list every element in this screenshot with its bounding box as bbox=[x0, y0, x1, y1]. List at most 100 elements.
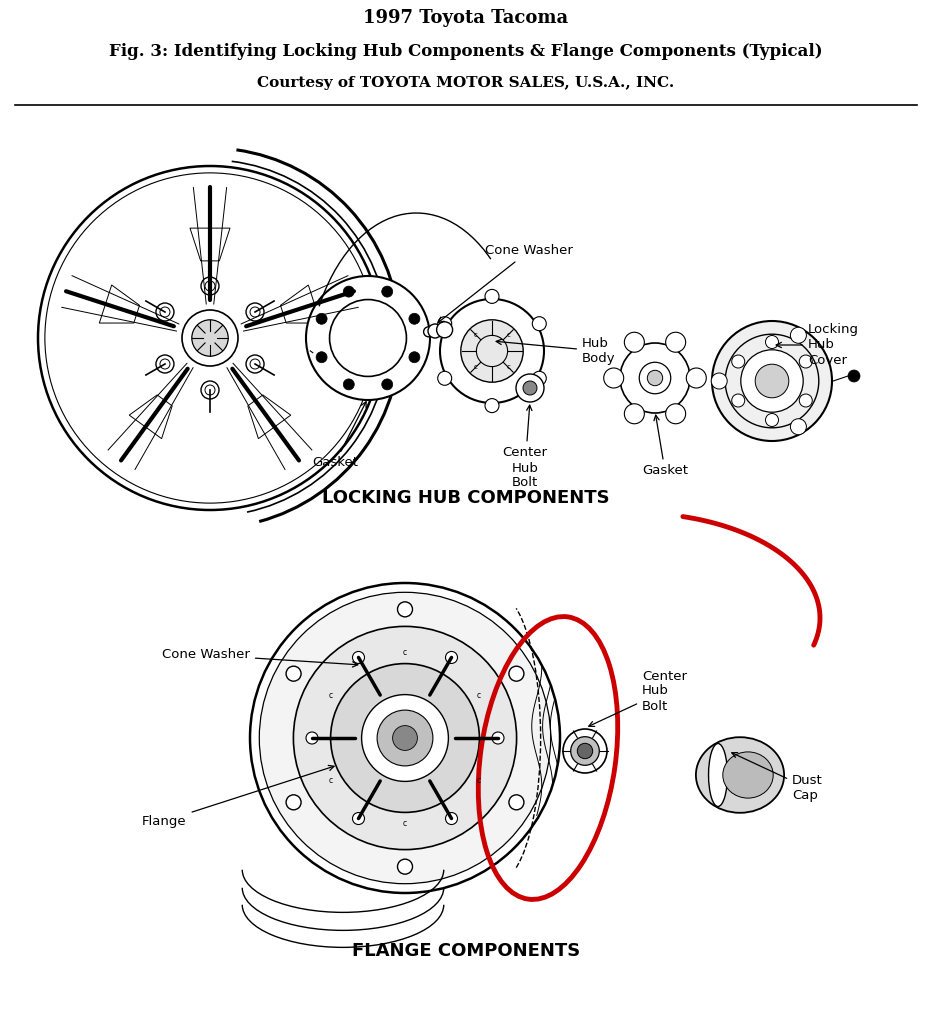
Circle shape bbox=[624, 332, 644, 352]
Text: LOCKING HUB COMPONENTS: LOCKING HUB COMPONENTS bbox=[322, 489, 610, 507]
Circle shape bbox=[294, 626, 516, 849]
Circle shape bbox=[352, 652, 364, 664]
Circle shape bbox=[765, 336, 778, 349]
Circle shape bbox=[316, 313, 327, 324]
Circle shape bbox=[409, 313, 420, 324]
Circle shape bbox=[182, 310, 238, 366]
Text: c: c bbox=[473, 331, 478, 338]
Circle shape bbox=[259, 592, 551, 884]
Circle shape bbox=[428, 324, 442, 338]
Circle shape bbox=[382, 379, 392, 390]
Circle shape bbox=[755, 364, 788, 398]
Circle shape bbox=[382, 286, 392, 297]
Text: Center
Hub
Bolt: Center Hub Bolt bbox=[502, 405, 547, 489]
Text: Fig. 3: Identifying Locking Hub Components & Flange Components (Typical): Fig. 3: Identifying Locking Hub Componen… bbox=[109, 44, 823, 60]
Text: c: c bbox=[473, 364, 478, 370]
Circle shape bbox=[563, 729, 607, 773]
Circle shape bbox=[192, 320, 228, 356]
Circle shape bbox=[438, 317, 452, 330]
Circle shape bbox=[409, 352, 420, 363]
Text: c: c bbox=[329, 776, 334, 785]
Text: 1997 Toyota Tacoma: 1997 Toyota Tacoma bbox=[363, 9, 569, 27]
Circle shape bbox=[398, 602, 413, 617]
Circle shape bbox=[732, 394, 745, 407]
Circle shape bbox=[445, 652, 458, 664]
Text: Courtesy of TOYOTA MOTOR SALES, U.S.A., INC.: Courtesy of TOYOTA MOTOR SALES, U.S.A., … bbox=[257, 76, 675, 90]
Circle shape bbox=[246, 355, 264, 373]
Circle shape bbox=[648, 370, 663, 386]
Text: c: c bbox=[477, 691, 481, 700]
Circle shape bbox=[732, 355, 745, 368]
Circle shape bbox=[790, 327, 806, 344]
Circle shape bbox=[665, 332, 686, 352]
Ellipse shape bbox=[708, 744, 728, 806]
Circle shape bbox=[316, 352, 327, 363]
Circle shape bbox=[532, 317, 546, 330]
Circle shape bbox=[711, 373, 727, 389]
Circle shape bbox=[800, 394, 813, 407]
Circle shape bbox=[246, 303, 264, 321]
Circle shape bbox=[765, 413, 778, 427]
Circle shape bbox=[440, 299, 544, 403]
Text: Locking
Hub
Cover: Locking Hub Cover bbox=[776, 323, 859, 366]
Circle shape bbox=[639, 362, 671, 394]
Circle shape bbox=[492, 732, 504, 744]
Circle shape bbox=[741, 350, 803, 412]
Circle shape bbox=[201, 381, 219, 399]
Circle shape bbox=[286, 666, 301, 681]
Circle shape bbox=[331, 664, 479, 812]
Text: Center
Hub
Bolt: Center Hub Bolt bbox=[589, 669, 687, 726]
Text: c: c bbox=[403, 649, 407, 657]
Circle shape bbox=[343, 286, 354, 297]
Circle shape bbox=[445, 812, 458, 825]
Ellipse shape bbox=[723, 752, 774, 798]
Circle shape bbox=[604, 368, 624, 388]
Circle shape bbox=[156, 355, 174, 373]
Text: c: c bbox=[506, 364, 510, 370]
Circle shape bbox=[665, 404, 686, 424]
Circle shape bbox=[790, 418, 806, 435]
Text: Gasket: Gasket bbox=[642, 415, 688, 478]
Circle shape bbox=[686, 368, 706, 388]
Circle shape bbox=[485, 290, 499, 304]
Circle shape bbox=[712, 321, 832, 441]
Text: c: c bbox=[506, 331, 510, 338]
Circle shape bbox=[460, 320, 523, 383]
Circle shape bbox=[438, 371, 452, 386]
Text: Gasket: Gasket bbox=[312, 402, 366, 470]
Circle shape bbox=[330, 300, 406, 376]
Text: c: c bbox=[403, 818, 407, 828]
Circle shape bbox=[424, 326, 433, 337]
Circle shape bbox=[620, 343, 690, 413]
Circle shape bbox=[377, 710, 432, 766]
Circle shape bbox=[286, 795, 301, 810]
Circle shape bbox=[306, 276, 430, 400]
Text: Flange: Flange bbox=[142, 765, 334, 828]
Circle shape bbox=[800, 355, 813, 368]
Circle shape bbox=[398, 859, 413, 874]
Circle shape bbox=[509, 795, 524, 810]
Text: Dust
Cap: Dust Cap bbox=[732, 753, 823, 802]
Circle shape bbox=[392, 725, 418, 751]
Circle shape bbox=[570, 737, 599, 765]
Text: c: c bbox=[477, 776, 481, 785]
Circle shape bbox=[532, 371, 546, 386]
Text: Hub
Body: Hub Body bbox=[496, 337, 616, 365]
Circle shape bbox=[343, 379, 354, 390]
Circle shape bbox=[306, 732, 318, 744]
Circle shape bbox=[436, 322, 453, 338]
Circle shape bbox=[201, 277, 219, 295]
Circle shape bbox=[250, 583, 560, 893]
Text: FLANGE COMPONENTS: FLANGE COMPONENTS bbox=[352, 942, 580, 960]
Circle shape bbox=[156, 303, 174, 321]
Circle shape bbox=[523, 381, 537, 395]
Circle shape bbox=[624, 404, 644, 424]
Circle shape bbox=[509, 666, 524, 681]
Circle shape bbox=[352, 812, 364, 825]
Circle shape bbox=[516, 374, 544, 402]
Ellipse shape bbox=[696, 738, 784, 813]
Circle shape bbox=[362, 695, 448, 782]
Circle shape bbox=[577, 744, 593, 759]
Text: Cone Washer: Cone Washer bbox=[162, 649, 358, 667]
Text: c: c bbox=[329, 691, 334, 700]
